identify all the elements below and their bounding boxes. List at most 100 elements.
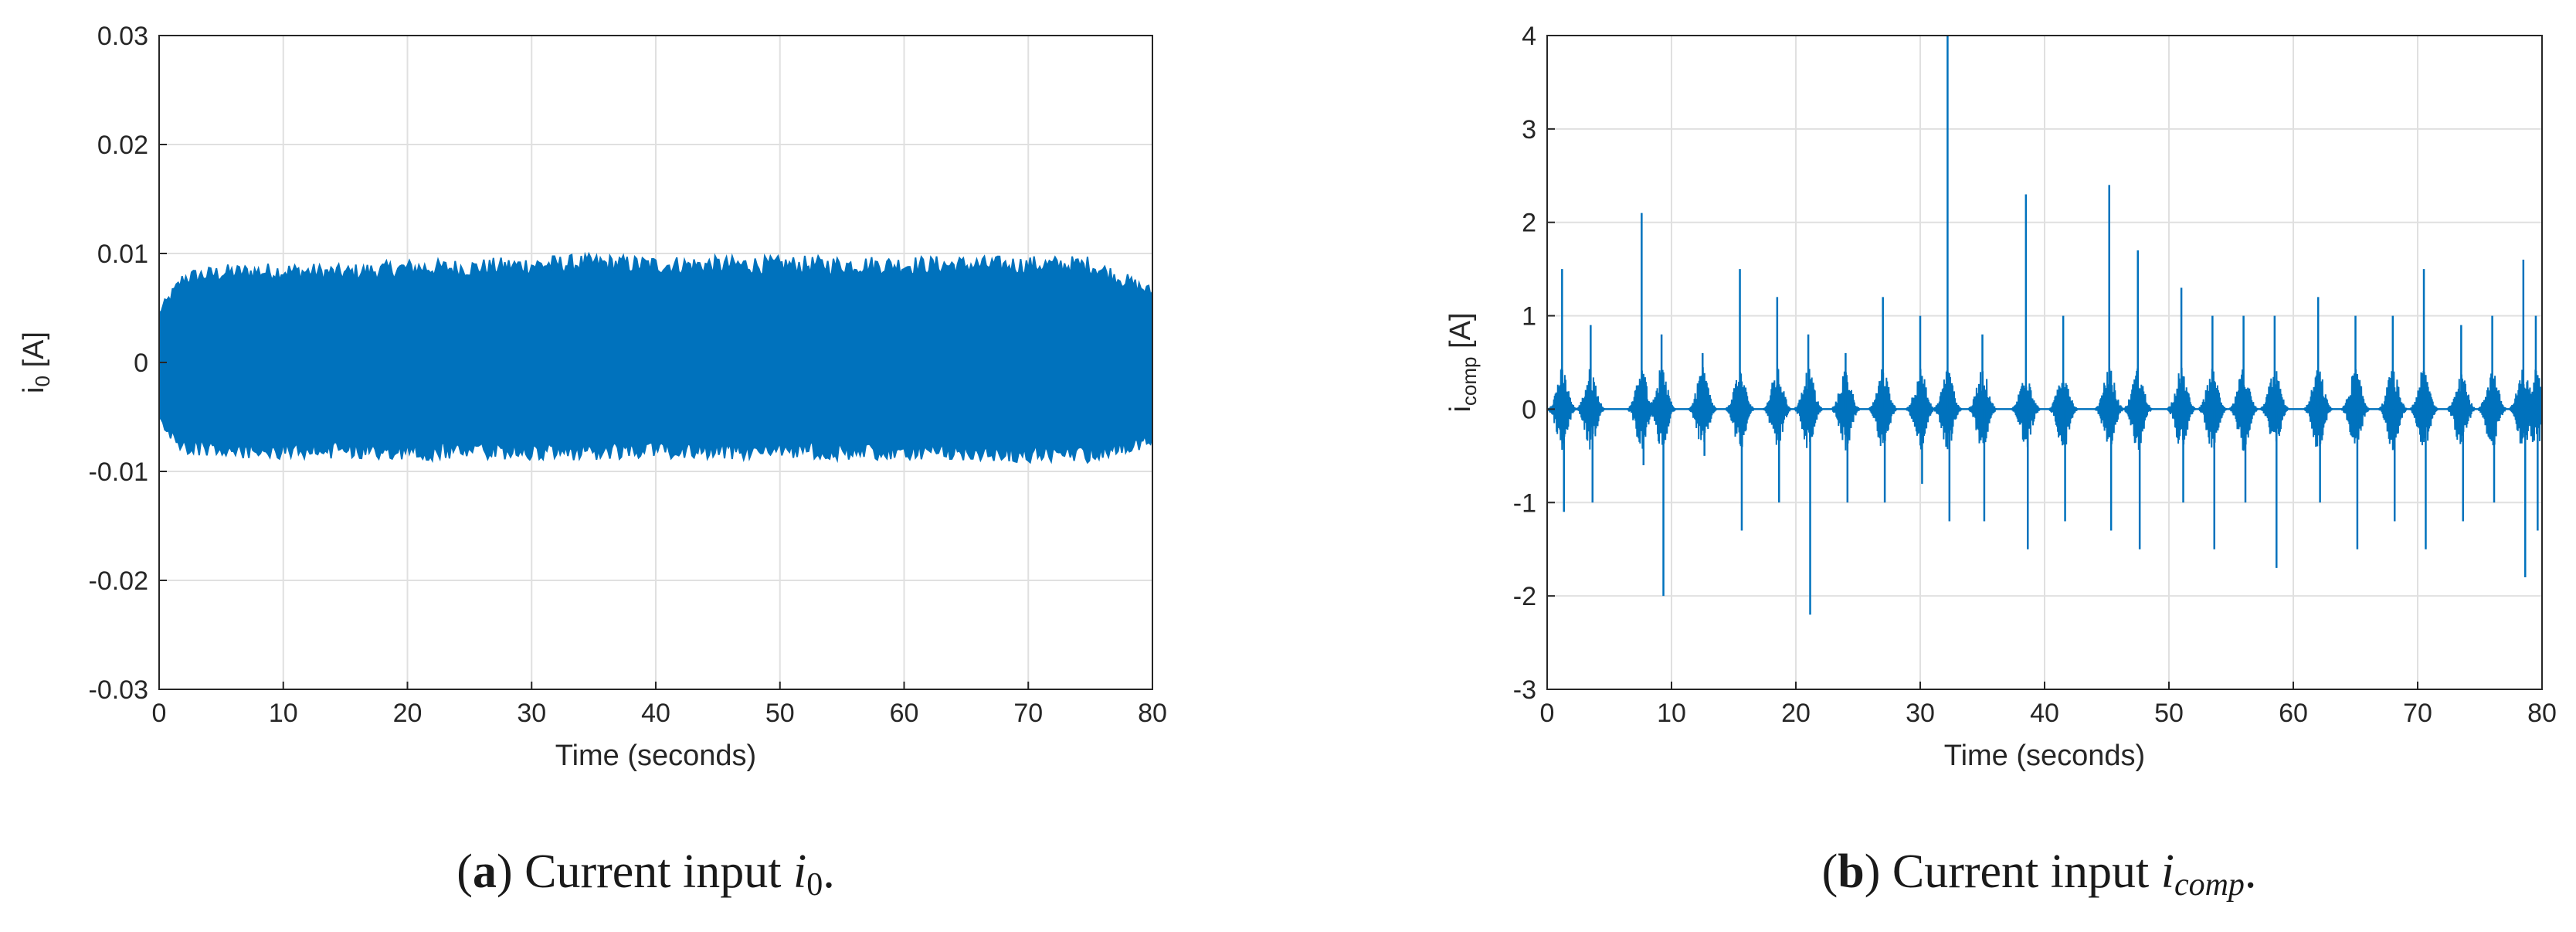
series-burst-11 [1933, 36, 1963, 522]
series-burst-trace-8 [1831, 371, 1861, 451]
series-burst-25 [2446, 325, 2476, 522]
chart-b-x-axis-label: Time (seconds) [1944, 740, 2145, 772]
series-burst-6 [1763, 297, 1792, 503]
series-burst-trace-10 [1906, 369, 1935, 450]
series-burst-2 [1627, 213, 1657, 465]
chart-b: 0 10 20 30 40 50 60 70 80 -3 -2 -1 0 1 2 3 4 Time (seco… [1444, 22, 2557, 772]
chart-b-y-label-sub: comp [1458, 357, 1481, 406]
series-burst-trace-6 [1763, 368, 1792, 445]
caption-a-period: . [823, 845, 835, 898]
series-burst-20 [2260, 315, 2289, 568]
chart-a-x-axis-label: Time (seconds) [555, 740, 756, 772]
caption-a-letter: a [473, 845, 497, 898]
chart-b-y-axis-label: icomp [A] [1444, 312, 1481, 412]
chart-b-y-ticks: -3 -2 -1 0 1 2 3 4 [1513, 22, 1555, 705]
series-burst-trace-18 [2198, 369, 2228, 449]
caption-b-var-sub: comp [2174, 867, 2245, 903]
series-burst-15 [2095, 185, 2124, 531]
caption-b-close-paren: ) [1865, 845, 1892, 898]
series-burst-trace-9 [1868, 369, 1898, 447]
chart-a-x-ticks: 0 10 20 30 40 50 60 70 80 [152, 682, 1167, 728]
chart-b-series [1547, 36, 2543, 615]
y-tick-label-5: 0.02 [97, 131, 148, 160]
x-tick-label-3: 30 [517, 699, 546, 728]
series-burst-trace-11 [1933, 370, 1963, 450]
caption-a-text: Current input [524, 845, 781, 898]
series-burst-4 [1688, 352, 1717, 456]
chart-b-x-ticks: 0 10 20 30 40 50 60 70 80 [1540, 682, 2557, 728]
x-tick-label-1: 10 [1657, 699, 1686, 728]
series-burst-14 [2048, 315, 2078, 522]
series-burst-18 [2198, 315, 2228, 549]
x-tick-label-7: 70 [2403, 699, 2432, 728]
chart-a-y-axis-label: i0 [A] [18, 332, 54, 393]
series-burst-24 [2409, 269, 2439, 549]
series-burst-12 [1967, 334, 1997, 522]
caption-a-open-paren: ( [456, 845, 473, 898]
series-envelope [158, 251, 1153, 464]
y-tick-label-5: 2 [1522, 209, 1536, 238]
y-tick-label-4: 0.01 [97, 240, 148, 269]
series-burst-0 [1547, 269, 1576, 512]
x-tick-label-0: 0 [1540, 699, 1555, 728]
series-burst-26 [2477, 315, 2507, 503]
caption-b-text: Current input [1892, 845, 2149, 898]
series-burst-trace-12 [1967, 371, 1997, 444]
series-burst-16 [2123, 250, 2153, 549]
series-burst-trace-5 [1725, 372, 1755, 447]
y-tick-label-6: 3 [1522, 115, 1536, 145]
chart-b-y-label-space [1444, 349, 1477, 357]
series-burst-7 [1794, 334, 1823, 615]
chart-a-series [158, 251, 1153, 464]
series-burst-23 [2378, 315, 2408, 522]
series-burst-trace-4 [1688, 367, 1717, 442]
y-tick-label-3: 0 [134, 349, 148, 378]
caption-b-var: i [2161, 845, 2174, 898]
chart-b-y-label-main: i [1444, 406, 1477, 412]
x-tick-label-4: 40 [641, 699, 670, 728]
series-burst-trace-22 [2340, 369, 2371, 444]
series-burst-9 [1868, 297, 1898, 503]
series-burst-10 [1906, 315, 1935, 485]
series-burst-trace-24 [2409, 370, 2439, 446]
y-tick-label-0: -0.03 [89, 675, 149, 705]
y-tick-label-2: -0.01 [89, 457, 149, 487]
y-tick-label-3: 0 [1522, 395, 1536, 424]
y-tick-label-6: 0.03 [97, 22, 148, 51]
series-burst-trace-19 [2228, 369, 2259, 451]
x-tick-label-2: 20 [1781, 699, 1811, 728]
series-burst-trace-25 [2446, 374, 2476, 444]
y-tick-label-1: -0.02 [89, 566, 149, 596]
series-burst-trace-13 [2011, 383, 2041, 447]
series-burst-trace-21 [2303, 370, 2333, 447]
x-tick-label-2: 20 [393, 699, 423, 728]
series-burst-trace-26 [2477, 373, 2507, 446]
series-burst-trace-7 [1794, 369, 1823, 448]
chart-a-y-ticks: -0.03 -0.02 -0.01 0 0.01 0.02 0.03 [89, 22, 167, 705]
x-tick-label-5: 50 [765, 699, 795, 728]
caption-a-close-paren: ) [497, 845, 524, 898]
caption-b: (b) Current input icomp. [1822, 845, 2257, 903]
x-tick-label-6: 60 [890, 699, 919, 728]
series-burst-22 [2340, 315, 2371, 549]
series-burst-13 [2011, 194, 2041, 549]
x-tick-label-8: 80 [1138, 699, 1167, 728]
x-tick-label-6: 60 [2279, 699, 2308, 728]
series-burst-trace-14 [2048, 383, 2078, 446]
series-burst-1 [1576, 325, 1606, 503]
x-tick-label-4: 40 [2030, 699, 2059, 728]
x-tick-label-3: 30 [1906, 699, 1935, 728]
series-burst-trace-1 [1576, 369, 1606, 450]
x-tick-label-5: 50 [2154, 699, 2184, 728]
series-burst-trace-15 [2095, 368, 2124, 444]
y-tick-label-4: 1 [1522, 302, 1536, 332]
series-burst-21 [2303, 297, 2333, 503]
series-burst-trace-16 [2123, 368, 2153, 451]
x-tick-label-7: 70 [1013, 699, 1043, 728]
caption-b-period: . [2245, 845, 2257, 898]
series-burst-17 [2167, 287, 2196, 503]
caption-a-var-sub: 0 [806, 867, 823, 903]
y-tick-label-2: -1 [1513, 488, 1536, 518]
chart-a-y-label-main: i [18, 387, 50, 393]
